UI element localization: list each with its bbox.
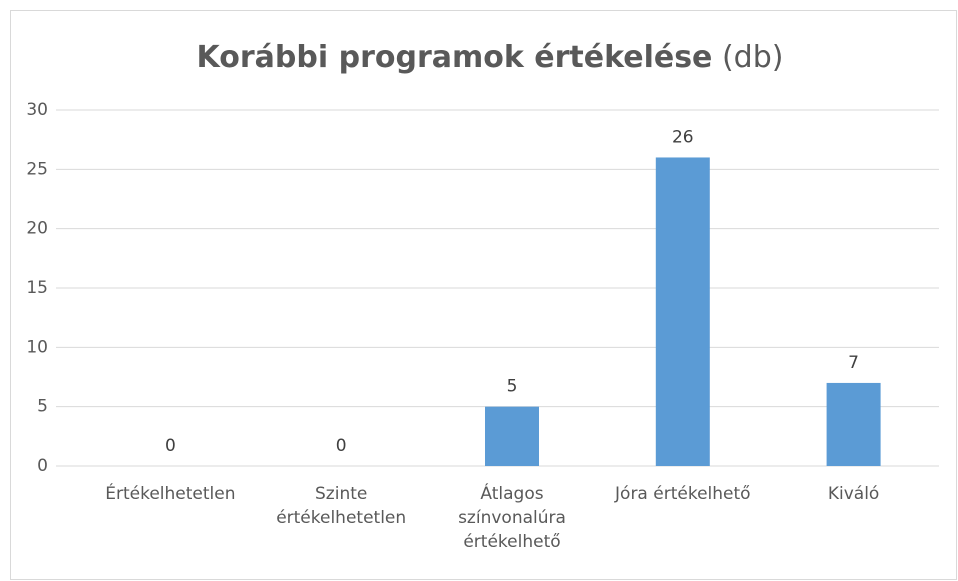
y-tick-label: 15 — [26, 278, 48, 298]
bar — [826, 382, 881, 466]
data-label: 0 — [336, 436, 347, 456]
x-tick-label: Értékelhetetlen — [105, 484, 236, 504]
x-tick-label: Szinte értékelhetetlen — [276, 484, 407, 528]
data-label: 26 — [672, 127, 694, 147]
chart-unit: (db) — [722, 40, 784, 75]
y-tick-label: 25 — [26, 159, 48, 179]
data-label: 0 — [165, 436, 176, 456]
y-tick-label: 30 — [26, 100, 48, 120]
x-tick-label: Átlagos színvonalúra értékelhető — [458, 484, 566, 552]
bar — [655, 157, 710, 466]
data-label: 7 — [848, 353, 859, 373]
x-tick-label: Kiváló — [827, 484, 880, 504]
x-tick-label: Jóra értékelhető — [615, 484, 751, 504]
y-tick-label: 5 — [37, 397, 48, 417]
chart-border — [10, 10, 957, 580]
data-label: 5 — [507, 377, 518, 397]
bar — [485, 406, 539, 466]
chart-title-group: Korábbi programok értékelése (db) — [197, 40, 784, 75]
chart-title: Korábbi programok értékelése — [197, 40, 713, 75]
y-tick-label: 0 — [37, 456, 48, 476]
y-tick-label: 20 — [26, 219, 48, 239]
y-tick-label: 10 — [26, 337, 48, 357]
